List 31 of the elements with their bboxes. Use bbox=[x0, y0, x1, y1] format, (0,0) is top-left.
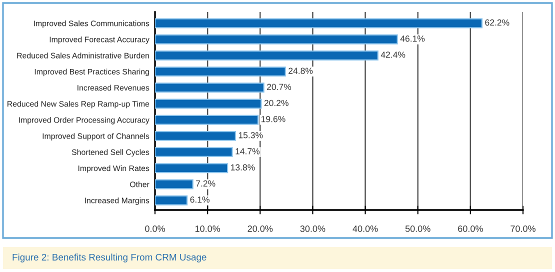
data-label: 62.2% bbox=[485, 19, 510, 26]
data-label: 15.3% bbox=[238, 132, 263, 138]
bar bbox=[155, 98, 262, 109]
data-label: 13.8% bbox=[230, 164, 255, 170]
x-tick-label: 30.0% bbox=[300, 226, 326, 232]
x-tick-label: 0.0% bbox=[145, 226, 165, 232]
bar bbox=[155, 195, 188, 206]
x-tick-label: 60.0% bbox=[458, 226, 483, 232]
text: Figure 2: Benefits Resulting From CRM Usage bbox=[12, 254, 206, 262]
x-tick-label: 40.0% bbox=[352, 226, 378, 232]
data-label: 46.1% bbox=[400, 36, 425, 42]
bar bbox=[155, 147, 233, 158]
bar bbox=[155, 66, 286, 77]
data-label: 6.1% bbox=[190, 196, 210, 203]
data-label: 20.2% bbox=[264, 100, 288, 106]
bar bbox=[155, 114, 259, 125]
data-label: 7.2% bbox=[196, 180, 216, 187]
bar bbox=[155, 34, 398, 44]
x-tick-label: 50.0% bbox=[405, 226, 430, 232]
data-label: 14.7% bbox=[236, 148, 260, 154]
data-label: 20.7% bbox=[267, 84, 292, 90]
data-label: 19.6% bbox=[261, 116, 286, 122]
bar bbox=[155, 50, 378, 60]
bar bbox=[155, 130, 236, 141]
data-label: 24.8% bbox=[288, 68, 313, 74]
bar bbox=[155, 179, 194, 190]
x-tick-label: 20.0% bbox=[248, 226, 273, 232]
x-tick-label: 70.0% bbox=[510, 226, 536, 232]
bar bbox=[155, 82, 264, 93]
data-label: 42.4% bbox=[380, 52, 406, 58]
x-tick-label: 10.0% bbox=[195, 226, 220, 232]
